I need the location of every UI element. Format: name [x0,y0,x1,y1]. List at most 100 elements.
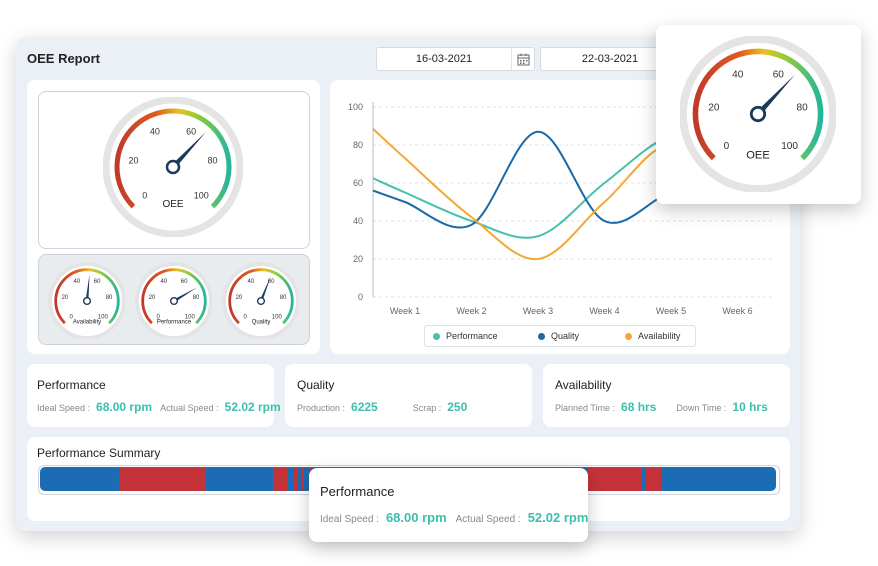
scrap-value: 250 [447,400,468,414]
tooltip-actual-value: 52.02 rpm [527,510,589,525]
quality-title: Quality [297,378,335,392]
popup-gauge-tick-label: 80 [797,102,809,113]
main-gauge-tick-label: 100 [194,190,209,200]
summary-segment[interactable] [40,467,120,491]
popup-gauge-needle [755,74,795,116]
performance-gauge-tick-label: 20 [149,295,156,301]
summary-segment[interactable] [296,467,302,491]
popup-gauge-tick-label: 0 [724,141,730,152]
main-gauge-tick-label: 40 [150,126,160,136]
scrap-label: Scrap : [412,403,442,413]
quality-gauge-label: Quality [252,319,271,325]
availability-card [543,364,790,427]
down-time-label: Down Time : [676,403,727,413]
summary-segment[interactable] [119,467,206,491]
performance-tooltip: Performance Ideal Speed : 68.00 rpm Actu… [309,468,588,542]
summary-title: Performance Summary [37,446,161,460]
quality-gauge-hub [256,296,266,306]
chart-legend: Performance Quality Availability [424,325,696,347]
availability-title: Availability [555,378,612,392]
main-gauge-label: OEE [162,199,183,210]
oee-gauge: 0 20 40 60 80 100 OEE [103,97,243,237]
availability-dot-icon [625,333,632,341]
summary-segment[interactable] [646,467,662,491]
quality-card [285,364,532,427]
availability-gauge-label: Availability [73,319,101,325]
summary-segment[interactable] [293,467,297,491]
performance-gauge-needle [173,287,198,303]
summary-segment[interactable] [304,467,309,491]
performance-card [27,364,274,427]
availability-values: Planned Time : 68 hrs Down Time : 10 hrs [555,400,768,414]
legend-label-availability: Availability [638,331,681,341]
availability-gauge-needle [85,274,90,302]
availability-gauge-tick-label: 100 [98,314,109,320]
availability-gauge-arc [54,268,120,325]
legend-label-quality: Quality [551,331,580,341]
quality-gauge-tick-label: 80 [280,295,287,301]
availability-gauge-tick-label: 80 [106,295,113,301]
legend-item-availability[interactable]: Availability [625,331,680,341]
availability-gauge-tick-label: 0 [70,314,74,320]
legend-item-performance[interactable]: Performance [433,331,498,341]
summary-segment[interactable] [588,467,641,491]
production-label: Production : [297,403,346,413]
summary-segment[interactable] [661,467,776,491]
tooltip-values: Ideal Speed : 68.00 rpm Actual Speed : 5… [320,510,588,525]
y-tick-label: 80 [353,140,363,150]
performance-gauge-tick-label: 100 [185,314,196,320]
main-gauge-tick-label: 20 [128,156,138,166]
x-tick-label: Week 6 [722,306,752,316]
y-tick-label: 0 [358,292,363,302]
calendar-icon[interactable] [511,48,534,70]
performance-title: Performance [37,378,106,392]
down-time-value: 10 hrs [732,400,768,414]
y-tick-label: 60 [353,178,363,188]
performance-dot-icon [433,333,440,341]
planned-time-value: 68 hrs [621,400,657,414]
start-date-field[interactable]: 16-03-2021 [376,47,535,71]
popup-gauge-arc [692,48,824,161]
quality-gauge-tick-label: 40 [248,279,255,285]
quality-gauge-needle [259,276,271,302]
x-tick-label: Week 4 [589,306,619,316]
main-gauge-tick-label: 60 [186,126,196,136]
quality-gauge-tick-label: 60 [268,279,275,285]
summary-segment[interactable] [288,467,294,491]
ideal-speed-value: 68.00 rpm [96,400,153,414]
popup-gauge-hub [749,105,767,123]
oee-popup-gauge: 0 20 40 60 80 100 OEE [680,36,836,192]
performance-gauge-label: Performance [157,319,192,325]
x-tick-label: Week 1 [390,306,420,316]
quality-dot-icon [538,333,545,341]
actual-speed-label: Actual Speed : [160,403,219,413]
performance-gauge-tick-label: 80 [193,295,200,301]
summary-segment[interactable] [640,467,647,491]
quality-gauge-tick-label: 100 [272,314,283,320]
performance-gauge-tick-label: 60 [181,279,188,285]
x-tick-label: Week 3 [523,306,553,316]
main-gauge-needle [171,132,206,169]
start-date-value: 16-03-2021 [415,53,473,65]
planned-time-label: Planned Time : [555,403,616,413]
quality-values: Production : 6225 Scrap : 250 [297,400,467,414]
summary-segment[interactable] [301,467,305,491]
summary-segment[interactable] [273,467,289,491]
main-gauge-tick-label: 0 [142,190,147,200]
production-value: 6225 [351,400,378,414]
y-tick-label: 20 [353,254,363,264]
popup-gauge-label: OEE [746,150,770,162]
legend-item-quality[interactable]: Quality [538,331,579,341]
summary-segment[interactable] [205,467,274,491]
ideal-speed-label: Ideal Speed : [37,403,91,413]
performance-gauge-arc [141,268,207,325]
quality-gauge-arc [228,268,294,325]
y-tick-label: 40 [353,216,363,226]
main-gauge-arc [114,108,232,209]
tooltip-actual-label: Actual Speed : [455,514,521,525]
popup-gauge-tick-label: 40 [732,70,744,81]
popup-gauge-tick-label: 60 [773,70,785,81]
